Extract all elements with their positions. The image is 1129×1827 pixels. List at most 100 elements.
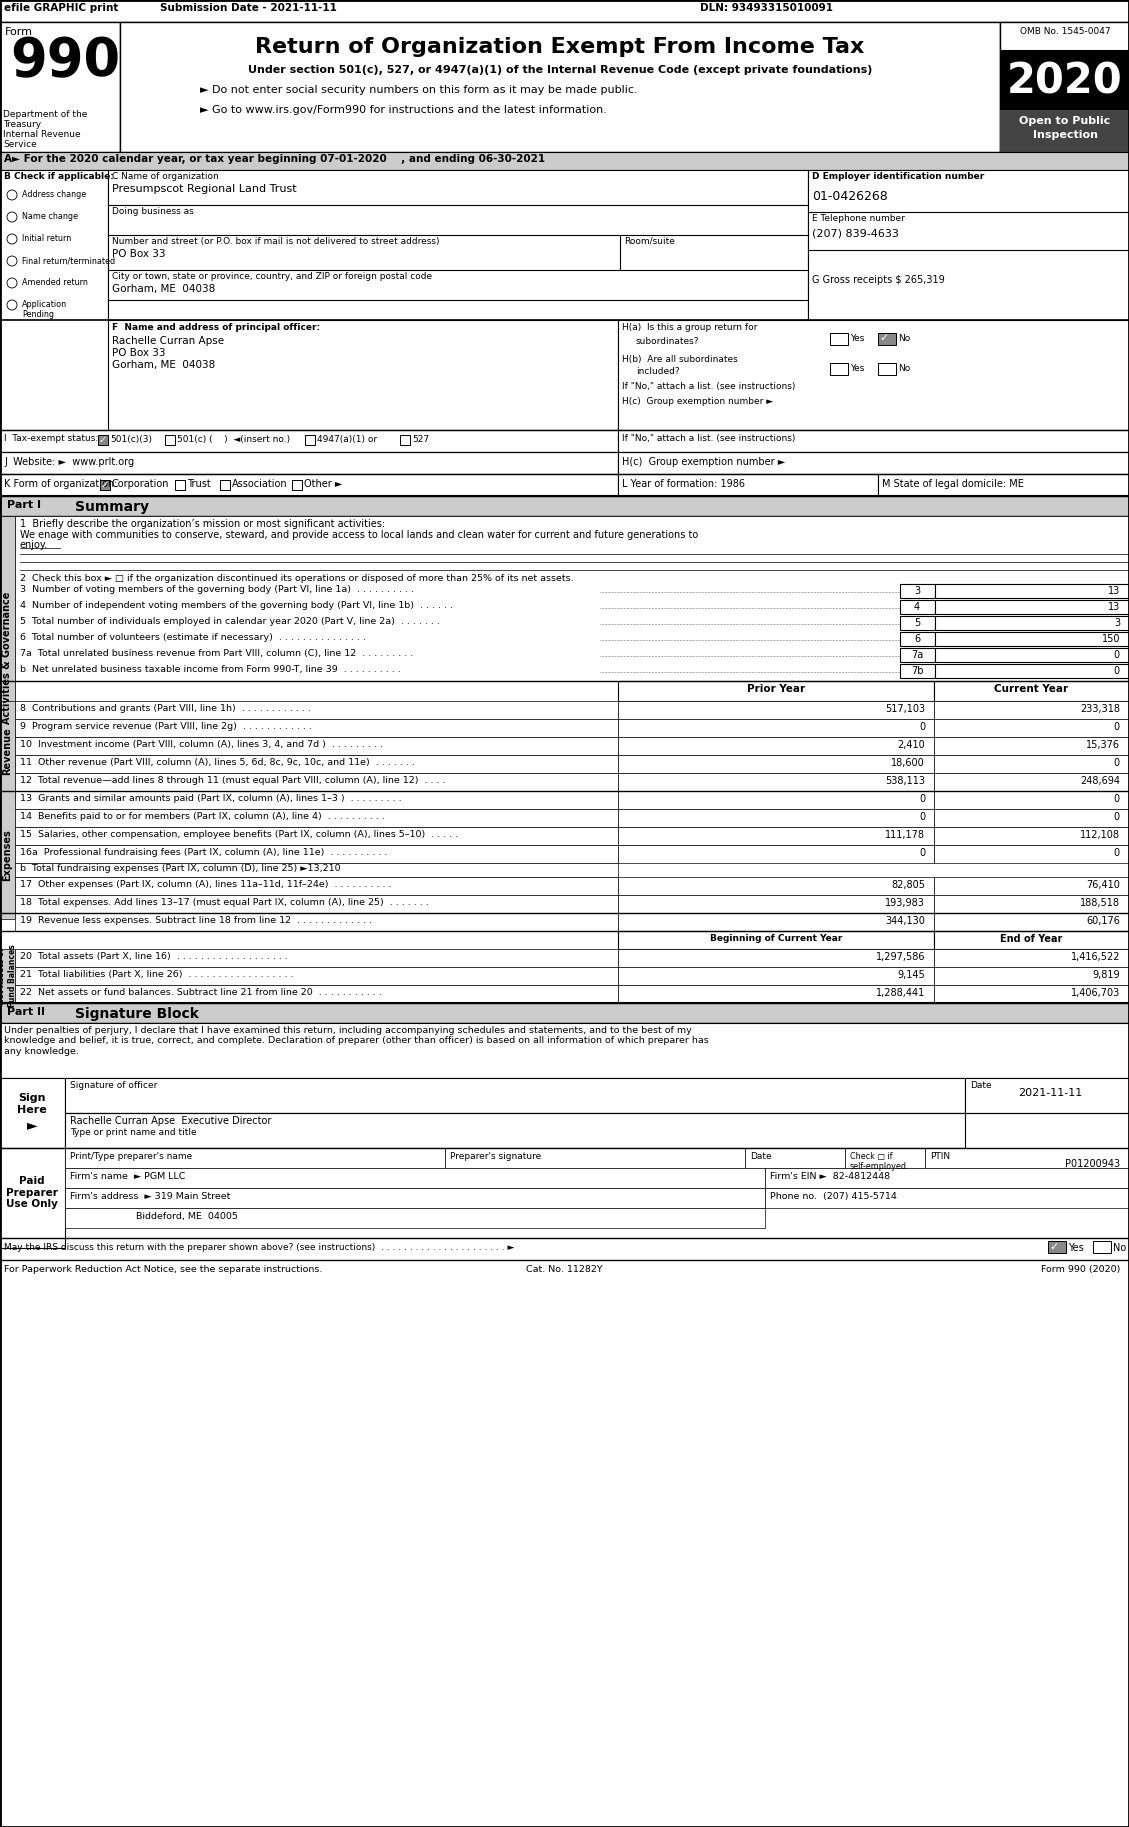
Bar	[935, 616, 1129, 630]
Bar	[15, 914, 618, 932]
Bar	[934, 755, 1129, 773]
Text: 6: 6	[914, 634, 920, 643]
Bar	[934, 985, 1129, 1003]
Text: 8  Contributions and grants (Part VIII, line 1h)  . . . . . . . . . . . .: 8 Contributions and grants (Part VIII, l…	[20, 703, 310, 713]
Bar	[15, 720, 618, 736]
Bar	[618, 791, 934, 809]
Text: Inspection: Inspection	[1033, 130, 1097, 141]
Bar	[100, 481, 110, 490]
Text: 4947(a)(1) or: 4947(a)(1) or	[317, 435, 377, 444]
Text: J  Website: ►  www.prlt.org: J Website: ► www.prlt.org	[5, 457, 134, 468]
Text: Check □ if
self-employed: Check □ if self-employed	[850, 1153, 907, 1171]
Text: 2  Check this box ► □ if the organization discontinued its operations or dispose: 2 Check this box ► □ if the organization…	[20, 574, 574, 583]
Text: H(b)  Are all subordinates: H(b) Are all subordinates	[622, 354, 737, 364]
Text: 1,406,703: 1,406,703	[1070, 988, 1120, 998]
Text: H(c)  Group exemption number ►: H(c) Group exemption number ►	[622, 457, 786, 468]
Text: Form: Form	[5, 27, 33, 37]
Text: I  Tax-exempt status:: I Tax-exempt status:	[5, 435, 98, 442]
Bar	[934, 966, 1129, 985]
Text: 112,108: 112,108	[1080, 829, 1120, 840]
Text: 9  Program service revenue (Part VIII, line 2g)  . . . . . . . . . . . .: 9 Program service revenue (Part VIII, li…	[20, 722, 312, 731]
Text: City or town, state or province, country, and ZIP or foreign postal code: City or town, state or province, country…	[112, 272, 432, 281]
Text: 82,805: 82,805	[891, 881, 925, 890]
Text: Treasury: Treasury	[3, 121, 41, 130]
Text: 12  Total revenue—add lines 8 through 11 (must equal Part VIII, column (A), line: 12 Total revenue—add lines 8 through 11 …	[20, 776, 446, 786]
Bar	[900, 599, 935, 614]
Text: E Telephone number: E Telephone number	[812, 214, 904, 223]
Bar	[934, 877, 1129, 895]
Bar	[618, 828, 934, 846]
Text: 0: 0	[1114, 848, 1120, 859]
Text: Revenue: Revenue	[2, 727, 12, 775]
Text: 2020: 2020	[1007, 60, 1123, 102]
Text: For Paperwork Reduction Act Notice, see the separate instructions.: For Paperwork Reduction Act Notice, see …	[5, 1264, 323, 1273]
Text: G Gross receipts $ 265,319: G Gross receipts $ 265,319	[812, 276, 945, 285]
Text: PO Box 33: PO Box 33	[112, 248, 166, 259]
Bar	[15, 948, 618, 966]
Bar	[292, 481, 301, 490]
Text: 16a  Professional fundraising fees (Part IX, column (A), line 11e)  . . . . . . : 16a Professional fundraising fees (Part …	[20, 848, 387, 857]
Text: 7a  Total unrelated business revenue from Part VIII, column (C), line 12  . . . : 7a Total unrelated business revenue from…	[20, 649, 413, 658]
Bar	[400, 435, 410, 446]
Bar	[618, 877, 934, 895]
Text: Preparer's signature: Preparer's signature	[450, 1153, 541, 1160]
Text: 11  Other revenue (Part VIII, column (A), lines 5, 6d, 8c, 9c, 10c, and 11e)  . : 11 Other revenue (Part VIII, column (A),…	[20, 758, 414, 767]
Circle shape	[7, 234, 17, 245]
Bar	[15, 828, 618, 846]
Text: Amended return: Amended return	[21, 278, 88, 287]
Text: Current Year: Current Year	[994, 683, 1068, 694]
Text: ► Go to www.irs.gov/Form990 for instructions and the latest information.: ► Go to www.irs.gov/Form990 for instruct…	[200, 104, 607, 115]
Text: May the IRS discuss this return with the preparer shown above? (see instructions: May the IRS discuss this return with the…	[5, 1242, 515, 1251]
Text: Number and street (or P.O. box if mail is not delivered to street address): Number and street (or P.O. box if mail i…	[112, 238, 439, 247]
Text: 13  Grants and similar amounts paid (Part IX, column (A), lines 1–3 )  . . . . .: 13 Grants and similar amounts paid (Part…	[20, 795, 402, 804]
Bar	[900, 632, 935, 647]
Text: ►: ►	[27, 1118, 37, 1133]
Bar	[935, 599, 1129, 614]
Bar	[830, 364, 848, 375]
Bar	[900, 649, 935, 661]
Bar	[15, 736, 618, 755]
Text: 7a: 7a	[911, 650, 924, 660]
Text: Return of Organization Exempt From Income Tax: Return of Organization Exempt From Incom…	[255, 37, 865, 57]
Text: Signature of officer: Signature of officer	[70, 1082, 157, 1091]
Bar	[1093, 1241, 1111, 1253]
Text: 6  Total number of volunteers (estimate if necessary)  . . . . . . . . . . . . .: 6 Total number of volunteers (estimate i…	[20, 632, 366, 641]
Bar	[15, 515, 1129, 800]
Text: Internal Revenue: Internal Revenue	[3, 130, 80, 139]
Bar	[618, 932, 934, 948]
Bar	[0, 1078, 65, 1147]
Text: 2021-11-11: 2021-11-11	[1018, 1089, 1082, 1098]
Text: OMB No. 1545-0047: OMB No. 1545-0047	[1019, 27, 1110, 37]
Text: 188,518: 188,518	[1080, 899, 1120, 908]
Bar	[15, 966, 618, 985]
Text: Other ►: Other ►	[304, 479, 342, 490]
Text: End of Year: End of Year	[1000, 934, 1062, 945]
Text: Yes: Yes	[1068, 1242, 1084, 1253]
Text: ✓: ✓	[879, 333, 889, 343]
Bar	[5, 499, 59, 513]
Text: 13: 13	[1108, 603, 1120, 612]
Text: A► For the 2020 calendar year, or tax year beginning 07-01-2020    , and ending : A► For the 2020 calendar year, or tax ye…	[5, 153, 545, 164]
Bar	[65, 1113, 965, 1147]
Bar	[0, 702, 15, 800]
Bar	[0, 515, 15, 800]
Text: 13: 13	[1108, 586, 1120, 596]
Bar	[1000, 22, 1129, 152]
Bar	[830, 333, 848, 345]
Bar	[0, 0, 1129, 22]
Text: Date: Date	[970, 1082, 991, 1091]
Text: 4: 4	[914, 603, 920, 612]
Text: 990: 990	[10, 35, 120, 88]
Bar	[965, 1078, 1129, 1113]
Text: 20  Total assets (Part X, line 16)  . . . . . . . . . . . . . . . . . . .: 20 Total assets (Part X, line 16) . . . …	[20, 952, 288, 961]
Text: 193,983: 193,983	[885, 899, 925, 908]
Bar	[878, 473, 1129, 495]
Text: 01-0426268: 01-0426268	[812, 190, 887, 203]
Text: C Name of organization: C Name of organization	[112, 172, 219, 181]
Bar	[0, 1147, 65, 1248]
Text: PO Box 33: PO Box 33	[112, 347, 166, 358]
Text: 18  Total expenses. Add lines 13–17 (must equal Part IX, column (A), line 25)  .: 18 Total expenses. Add lines 13–17 (must…	[20, 899, 429, 906]
Text: 76,410: 76,410	[1086, 881, 1120, 890]
Bar	[1000, 49, 1129, 110]
Text: Part II: Part II	[7, 1007, 45, 1018]
